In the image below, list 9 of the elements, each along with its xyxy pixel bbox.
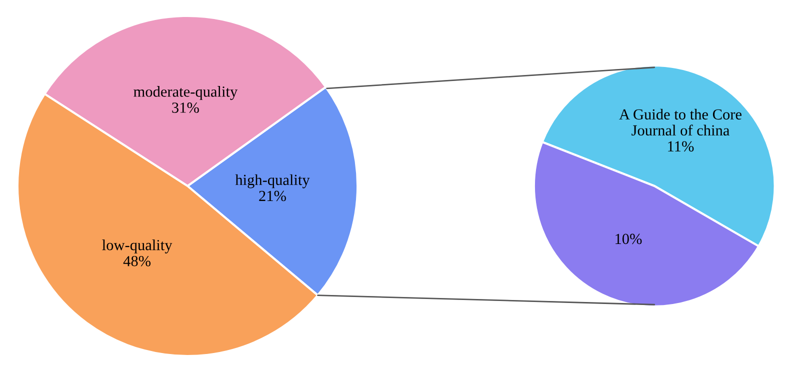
data-label: 21% xyxy=(259,190,286,202)
data-label: 10% xyxy=(616,234,642,244)
slice-label: high-quality xyxy=(235,174,310,188)
data-label: 48% xyxy=(123,256,151,266)
slice-label: moderate-quality xyxy=(134,86,238,100)
data-label: 11% xyxy=(668,141,694,152)
data-label: 31% xyxy=(172,102,199,113)
slice-label: low-quality xyxy=(102,240,172,254)
slice-label: A Guide to the Core Journal of china xyxy=(619,108,742,136)
